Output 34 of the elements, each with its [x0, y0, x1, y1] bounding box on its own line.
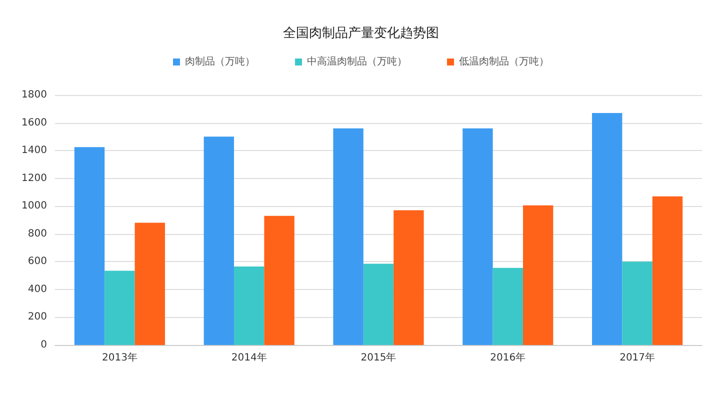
legend-label: 中高温肉制品（万吨） — [307, 56, 407, 68]
bar — [652, 196, 683, 345]
bar — [264, 216, 294, 345]
bar — [363, 264, 394, 345]
bar — [462, 128, 493, 345]
y-tick-label: 600 — [28, 256, 47, 268]
bar — [394, 210, 424, 345]
bar — [522, 205, 554, 345]
y-tick-label: 1800 — [22, 90, 47, 100]
y-tick-label: 1000 — [22, 200, 47, 212]
legend-label: 低温肉制品（万吨） — [459, 56, 549, 68]
y-tick-label: 400 — [28, 284, 47, 295]
y-tick-label: 0 — [40, 340, 47, 350]
y-tick-label: 1400 — [22, 145, 47, 156]
x-tick-label: 2014年 — [231, 352, 267, 364]
bar — [204, 136, 234, 345]
bar — [592, 113, 622, 345]
bar — [134, 222, 165, 345]
y-tick-label: 1200 — [22, 172, 47, 184]
bar — [622, 262, 652, 345]
bar — [492, 268, 523, 345]
bar — [333, 128, 364, 345]
bar — [104, 270, 135, 345]
x-tick-label: 2016年 — [490, 352, 526, 364]
x-tick-label: 2013年 — [102, 352, 138, 364]
y-tick-label: 800 — [28, 228, 47, 240]
bar — [234, 266, 264, 345]
x-tick-label: 2015年 — [360, 352, 396, 364]
x-tick-label: 2017年 — [620, 352, 656, 364]
y-tick-label: 1600 — [22, 117, 47, 128]
legend-label: 肉制品（万吨） — [185, 56, 255, 68]
chart-title: 全国肉制品产量变化趋势图 — [283, 26, 439, 41]
bar — [74, 147, 105, 345]
y-tick-label: 200 — [28, 312, 47, 323]
